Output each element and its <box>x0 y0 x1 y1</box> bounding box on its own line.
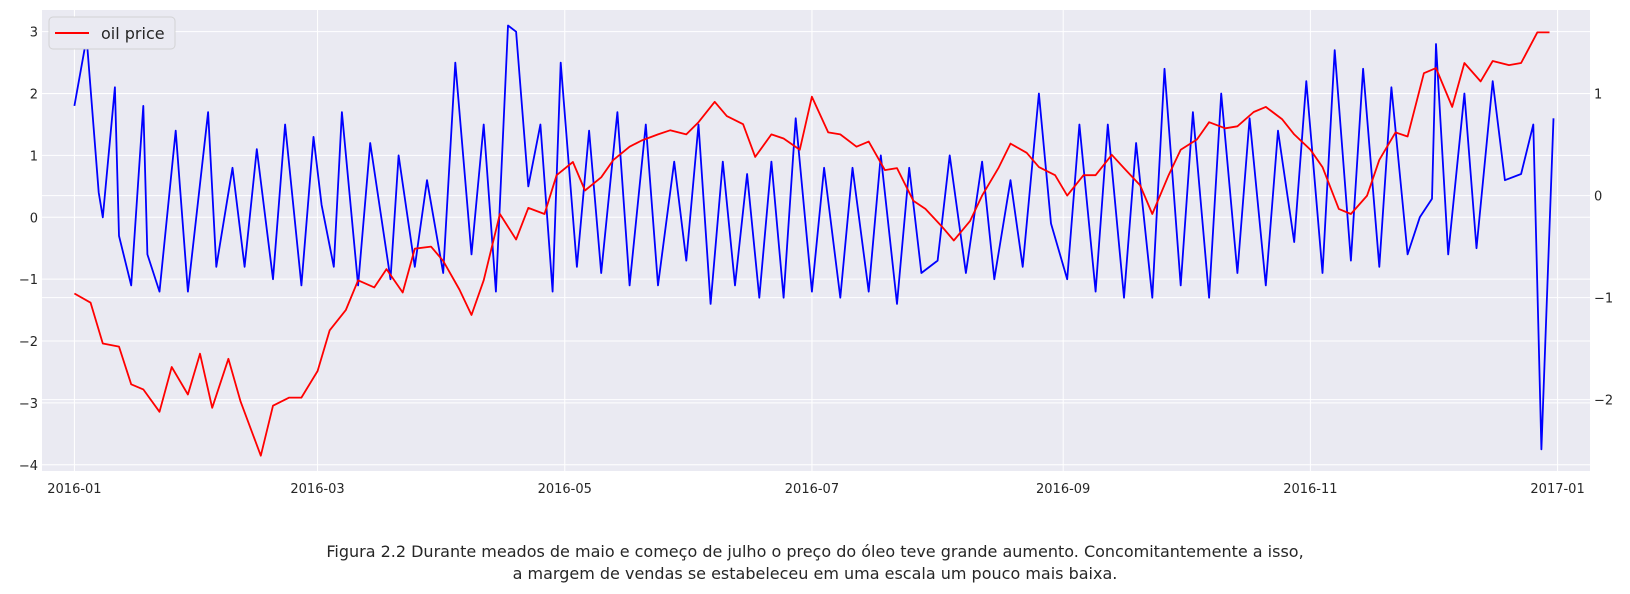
caption-line-1: Figura 2.2 Durante meados de maio e come… <box>326 542 1304 561</box>
left-y-tick-label: 2 <box>30 88 38 103</box>
plot-area <box>42 10 1590 471</box>
legend-label-oil-price: oil price <box>101 24 165 43</box>
series-lines <box>73 24 1555 457</box>
x-tick-label: 2016-03 <box>290 482 344 497</box>
caption-line-2: a margem de vendas se estabeleceu em uma… <box>512 564 1118 583</box>
left-y-tick-label: −4 <box>19 459 38 474</box>
x-tick-label: 2016-05 <box>538 482 592 497</box>
legend-box <box>48 16 176 50</box>
oil-price-line <box>73 31 1550 457</box>
left-y-tick-label: 0 <box>30 211 38 226</box>
sales-margin-line <box>73 24 1555 451</box>
x-tick-label: 2017-01 <box>1530 482 1584 497</box>
right-y-tick-label: 1 <box>1594 88 1602 103</box>
right-y-tick-labels: −2 −1 0 1 <box>1594 88 1613 409</box>
line-chart: 2016-01 2016-03 2016-05 2016-07 2016-09 2016-… <box>19 10 1613 497</box>
left-y-tick-label: 3 <box>30 26 38 41</box>
right-y-tick-label: −1 <box>1594 292 1613 307</box>
right-y-tick-label: 0 <box>1594 190 1602 205</box>
x-tick-label: 2016-01 <box>47 482 101 497</box>
x-tick-labels: 2016-01 2016-03 2016-05 2016-07 2016-09 2016-… <box>47 482 1584 497</box>
left-y-tick-label: −2 <box>19 335 38 350</box>
x-gridlines <box>73 10 1559 471</box>
left-y-tick-label: 1 <box>30 149 38 164</box>
left-y-tick-label: −1 <box>19 273 38 288</box>
x-tick-label: 2016-07 <box>785 482 839 497</box>
figure-caption: Figura 2.2 Durante meados de maio e come… <box>0 541 1630 585</box>
right-y-tick-label: −2 <box>1594 394 1613 409</box>
left-y-tick-labels: −4 −3 −2 −1 0 1 2 3 <box>19 26 38 474</box>
x-tick-label: 2016-09 <box>1036 482 1090 497</box>
legend: oil price <box>48 16 176 50</box>
left-y-tick-label: −3 <box>19 397 38 412</box>
x-tick-label: 2016-11 <box>1283 482 1337 497</box>
